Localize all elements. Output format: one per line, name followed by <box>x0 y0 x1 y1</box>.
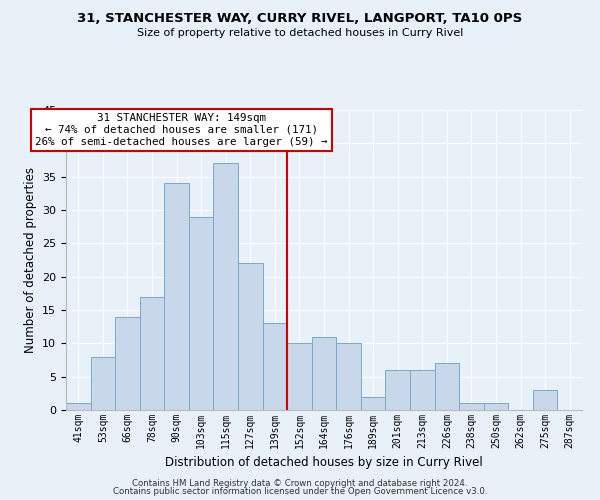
Bar <box>140 296 164 410</box>
Bar <box>66 404 91 410</box>
Bar <box>238 264 263 410</box>
Bar <box>189 216 214 410</box>
Bar <box>434 364 459 410</box>
Bar <box>263 324 287 410</box>
Bar <box>361 396 385 410</box>
Bar <box>164 184 189 410</box>
Text: Contains HM Land Registry data © Crown copyright and database right 2024.: Contains HM Land Registry data © Crown c… <box>132 478 468 488</box>
X-axis label: Distribution of detached houses by size in Curry Rivel: Distribution of detached houses by size … <box>165 456 483 469</box>
Bar <box>385 370 410 410</box>
Bar <box>533 390 557 410</box>
Text: Size of property relative to detached houses in Curry Rivel: Size of property relative to detached ho… <box>137 28 463 38</box>
Y-axis label: Number of detached properties: Number of detached properties <box>23 167 37 353</box>
Bar <box>459 404 484 410</box>
Bar <box>91 356 115 410</box>
Bar <box>115 316 140 410</box>
Bar <box>410 370 434 410</box>
Bar <box>214 164 238 410</box>
Text: Contains public sector information licensed under the Open Government Licence v3: Contains public sector information licen… <box>113 487 487 496</box>
Text: 31 STANCHESTER WAY: 149sqm
← 74% of detached houses are smaller (171)
26% of sem: 31 STANCHESTER WAY: 149sqm ← 74% of deta… <box>35 114 328 146</box>
Bar <box>336 344 361 410</box>
Bar <box>287 344 312 410</box>
Text: 31, STANCHESTER WAY, CURRY RIVEL, LANGPORT, TA10 0PS: 31, STANCHESTER WAY, CURRY RIVEL, LANGPO… <box>77 12 523 26</box>
Bar <box>312 336 336 410</box>
Bar <box>484 404 508 410</box>
